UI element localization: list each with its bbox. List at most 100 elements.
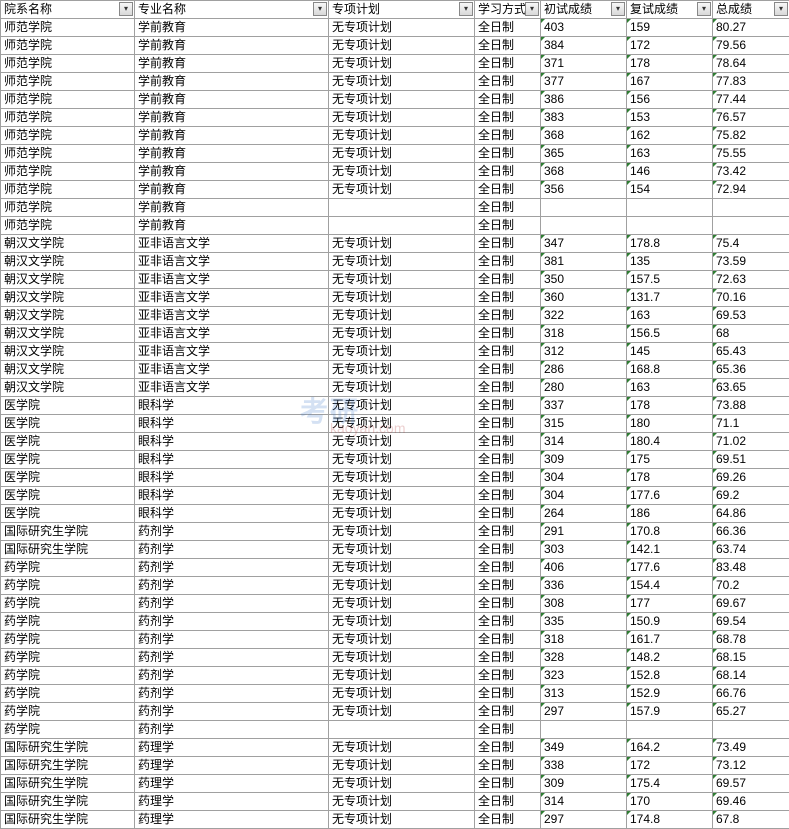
cell-mode: 全日制 [475, 397, 541, 415]
cell-dept: 朝汉文学院 [1, 343, 135, 361]
cell-s2: 177.6 [627, 487, 713, 505]
cell-dept: 师范学院 [1, 37, 135, 55]
cell-plan: 无专项计划 [329, 451, 475, 469]
cell-total: 66.36 [713, 523, 789, 541]
cell-s1: 304 [541, 487, 627, 505]
cell-plan: 无专项计划 [329, 109, 475, 127]
cell-s1: 383 [541, 109, 627, 127]
cell-major: 学前教育 [135, 55, 329, 73]
cell-dept: 药学院 [1, 559, 135, 577]
cell-mode: 全日制 [475, 109, 541, 127]
cell-s1: 360 [541, 289, 627, 307]
cell-s1: 291 [541, 523, 627, 541]
cell-s2: 161.7 [627, 631, 713, 649]
cell-s2: 163 [627, 145, 713, 163]
cell-mode: 全日制 [475, 181, 541, 199]
col-header-dept[interactable]: 院系名称▾ [1, 1, 135, 19]
col-header-s1[interactable]: 初试成绩 ▾ [541, 1, 627, 19]
table-row: 医学院眼科学无专项计划全日制31518071.1 [1, 415, 789, 433]
cell-major: 亚非语言文学 [135, 361, 329, 379]
filter-dropdown-icon[interactable]: ▾ [774, 2, 788, 16]
cell-total: 73.12 [713, 757, 789, 775]
filter-dropdown-icon[interactable]: ▾ [525, 2, 539, 16]
cell-total: 72.94 [713, 181, 789, 199]
cell-mode: 全日制 [475, 91, 541, 109]
cell-plan: 无专项计划 [329, 757, 475, 775]
cell-s1: 308 [541, 595, 627, 613]
filter-dropdown-icon[interactable]: ▾ [697, 2, 711, 16]
cell-plan: 无专项计划 [329, 613, 475, 631]
filter-dropdown-icon[interactable]: ▾ [611, 2, 625, 16]
cell-mode: 全日制 [475, 37, 541, 55]
cell-dept: 药学院 [1, 721, 135, 739]
cell-s2: 167 [627, 73, 713, 91]
cell-s2: 162 [627, 127, 713, 145]
cell-major: 亚非语言文学 [135, 307, 329, 325]
cell-dept: 国际研究生学院 [1, 757, 135, 775]
cell-s2: 178 [627, 55, 713, 73]
cell-major: 眼科学 [135, 487, 329, 505]
cell-s1: 304 [541, 469, 627, 487]
cell-mode: 全日制 [475, 631, 541, 649]
cell-s2: 178 [627, 469, 713, 487]
cell-major: 亚非语言文学 [135, 253, 329, 271]
filter-dropdown-icon[interactable]: ▾ [459, 2, 473, 16]
cell-s2: 164.2 [627, 739, 713, 757]
cell-plan: 无专项计划 [329, 541, 475, 559]
cell-s2: 148.2 [627, 649, 713, 667]
cell-total: 69.2 [713, 487, 789, 505]
filter-dropdown-icon[interactable]: ▾ [119, 2, 133, 16]
cell-major: 亚非语言文学 [135, 343, 329, 361]
cell-s1: 314 [541, 433, 627, 451]
cell-s1: 309 [541, 451, 627, 469]
cell-mode: 全日制 [475, 559, 541, 577]
cell-s2: 175 [627, 451, 713, 469]
cell-major: 学前教育 [135, 127, 329, 145]
table-row: 医学院眼科学无专项计划全日制314180.471.02 [1, 433, 789, 451]
table-row: 朝汉文学院亚非语言文学无专项计划全日制286168.865.36 [1, 361, 789, 379]
cell-mode: 全日制 [475, 217, 541, 235]
cell-dept: 药学院 [1, 667, 135, 685]
cell-plan: 无专项计划 [329, 19, 475, 37]
cell-s1: 406 [541, 559, 627, 577]
table-row: 朝汉文学院亚非语言文学无专项计划全日制28016363.65 [1, 379, 789, 397]
cell-total: 65.27 [713, 703, 789, 721]
table-row: 师范学院学前教育无专项计划全日制38315376.57 [1, 109, 789, 127]
cell-s1: 338 [541, 757, 627, 775]
table-row: 药学院药剂学无专项计划全日制336154.470.2 [1, 577, 789, 595]
col-header-total[interactable]: 总成绩▾ [713, 1, 789, 19]
cell-s1: 314 [541, 793, 627, 811]
cell-plan: 无专项计划 [329, 325, 475, 343]
cell-total: 76.57 [713, 109, 789, 127]
table-row: 国际研究生学院药理学无专项计划全日制349164.273.49 [1, 739, 789, 757]
table-row: 医学院眼科学无专项计划全日制33717873.88 [1, 397, 789, 415]
col-header-s2[interactable]: 复试成绩▾ [627, 1, 713, 19]
col-header-mode[interactable]: 学习方式▾ [475, 1, 541, 19]
cell-s2: 172 [627, 37, 713, 55]
table-row: 国际研究生学院药剂学无专项计划全日制303142.163.74 [1, 541, 789, 559]
cell-dept: 师范学院 [1, 181, 135, 199]
cell-s2: 180 [627, 415, 713, 433]
cell-s2: 156 [627, 91, 713, 109]
table-row: 药学院药剂学无专项计划全日制318161.768.78 [1, 631, 789, 649]
table-row: 师范学院学前教育全日制 [1, 199, 789, 217]
cell-s2: 177 [627, 595, 713, 613]
col-header-label: 初试成绩 [544, 2, 592, 16]
col-header-major[interactable]: 专业名称▾ [135, 1, 329, 19]
cell-s2: 163 [627, 307, 713, 325]
cell-dept: 师范学院 [1, 145, 135, 163]
cell-s2: 156.5 [627, 325, 713, 343]
cell-plan: 无专项计划 [329, 163, 475, 181]
cell-s2: 170 [627, 793, 713, 811]
table-row: 师范学院学前教育全日制 [1, 217, 789, 235]
table-body: 师范学院学前教育无专项计划全日制40315980.27师范学院学前教育无专项计划… [1, 19, 789, 829]
col-header-plan[interactable]: 专项计划▾ [329, 1, 475, 19]
table-row: 师范学院学前教育无专项计划全日制40315980.27 [1, 19, 789, 37]
cell-plan: 无专项计划 [329, 127, 475, 145]
cell-major: 眼科学 [135, 469, 329, 487]
cell-dept: 朝汉文学院 [1, 289, 135, 307]
cell-mode: 全日制 [475, 613, 541, 631]
cell-s2 [627, 721, 713, 739]
filter-dropdown-icon[interactable]: ▾ [313, 2, 327, 16]
cell-total: 69.67 [713, 595, 789, 613]
